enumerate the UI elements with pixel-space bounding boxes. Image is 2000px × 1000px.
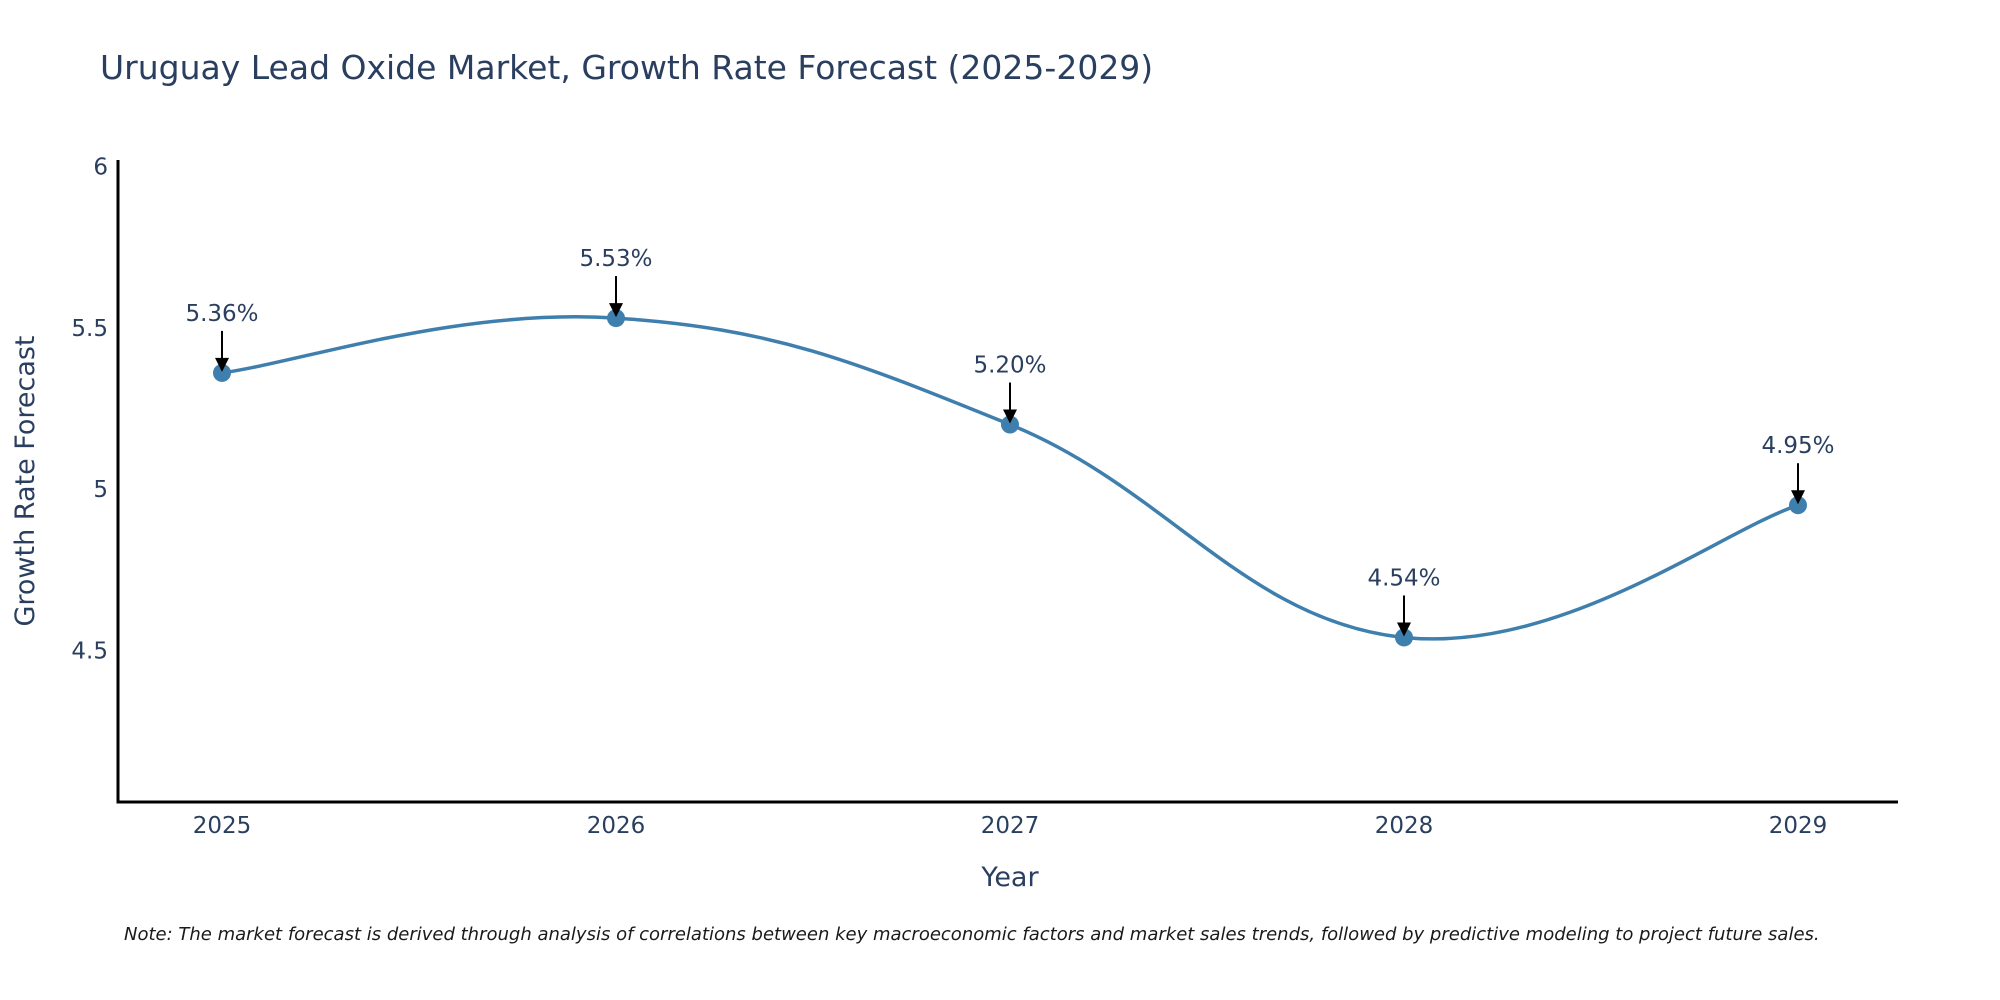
y-tick-label: 4.5: [71, 638, 108, 664]
data-label: 5.36%: [185, 301, 258, 327]
plot-area: 4.5 5 5.5 6 2025 2026 2027 2028 2029 5.36% 5.53% 5.…: [71, 154, 1898, 839]
y-tick-label: 5: [93, 477, 108, 503]
footnote: Note: The market forecast is derived thr…: [124, 924, 1820, 945]
y-tick-label: 6: [93, 154, 108, 180]
data-point[interactable]: [1395, 628, 1413, 647]
x-tick-label: 2026: [587, 813, 646, 839]
annotation-arrow-head: [1397, 622, 1411, 637]
y-tick-label: 5.5: [71, 316, 108, 342]
data-label: 5.20%: [973, 353, 1046, 379]
annotation-arrow-head: [215, 357, 229, 372]
chart-title: Uruguay Lead Oxide Market, Growth Rate F…: [100, 48, 1153, 87]
data-label: 4.54%: [1367, 565, 1440, 591]
annotation-arrow-head: [1791, 490, 1805, 505]
data-point[interactable]: [213, 363, 231, 382]
annotation-arrow-head: [609, 303, 623, 318]
data-point[interactable]: [1001, 415, 1019, 434]
x-tick-label: 2027: [981, 813, 1040, 839]
annotation-arrow-head: [1003, 409, 1017, 424]
x-axis-title: Year: [980, 862, 1039, 893]
data-point[interactable]: [1789, 496, 1807, 515]
x-tick-label: 2029: [1769, 813, 1828, 839]
data-label: 4.95%: [1761, 433, 1834, 459]
y-axis-title: Growth Rate Forecast: [10, 335, 41, 626]
data-point[interactable]: [607, 309, 625, 328]
x-tick-label: 2025: [193, 813, 252, 839]
data-label: 5.53%: [579, 246, 652, 272]
x-tick-label: 2028: [1375, 813, 1434, 839]
